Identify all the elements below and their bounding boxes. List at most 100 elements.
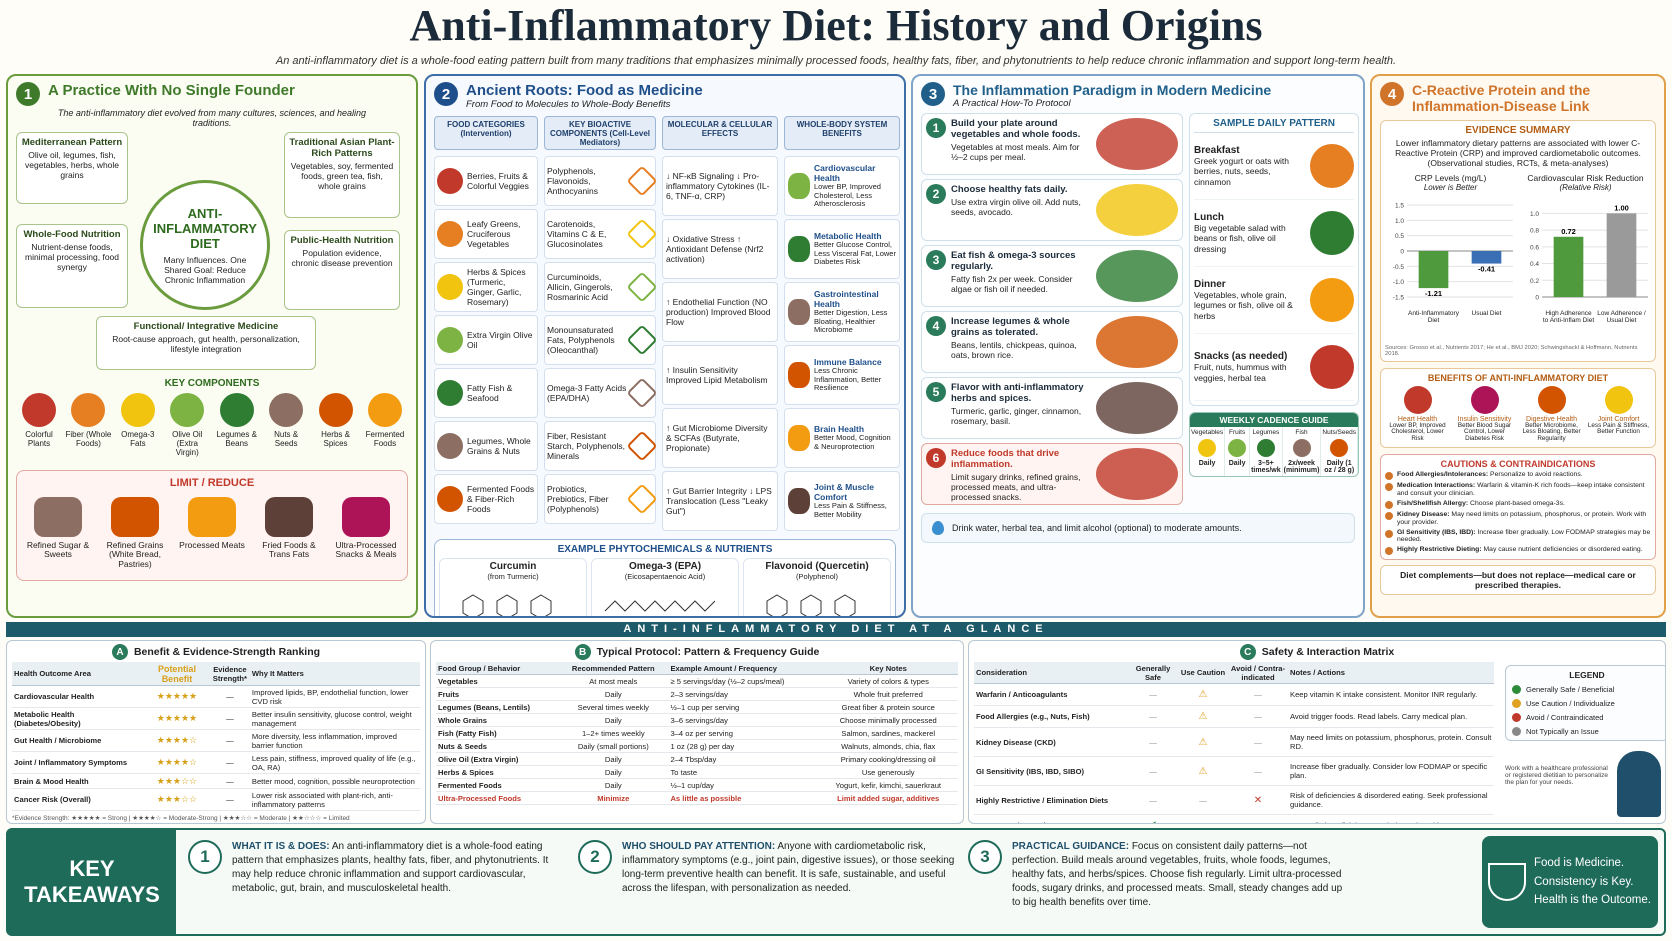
table-cell: Daily (small portions) bbox=[558, 739, 669, 753]
header-text: The Inflammation Paradigm in Modern Medi… bbox=[953, 82, 1355, 109]
column-header: Use Caution bbox=[1178, 662, 1228, 684]
table-note: Work with a healthcare professional or r… bbox=[1505, 765, 1608, 786]
column-header: Evidence Strength* bbox=[209, 662, 250, 686]
table-cell: Improved lipids, BP, endothelial functio… bbox=[249, 685, 420, 708]
component-label: Omega-3 Fats bbox=[121, 430, 155, 449]
component-row: Omega-3 Fatty Acids (EPA/DHA) bbox=[544, 368, 658, 418]
effect-label: ↑ Insulin Sensitivity Improved Lipid Met… bbox=[666, 364, 768, 385]
molecule-drawing bbox=[604, 600, 716, 612]
takeaway-desc: Anyone with cardiometabolic risk, inflam… bbox=[622, 841, 955, 894]
effect-label: ↑ Gut Microbiome Diversity & SCFAs (Buty… bbox=[666, 422, 768, 454]
molecule-ring bbox=[766, 594, 788, 616]
benefit-text: Lower BP, Improved Cholesterol, Lower Ri… bbox=[1389, 421, 1446, 443]
meal-text: Breakfast Greek yogurt or oats with berri… bbox=[1194, 145, 1306, 187]
column: Polyphenols, Flavonoids, Anthocyanins Car… bbox=[544, 156, 658, 531]
takeaways-title: KEY TAKEAWAYS bbox=[8, 830, 176, 934]
phyto-title: EXAMPLE PHYTOCHEMICALS & NUTRIENTS bbox=[557, 544, 773, 555]
food-label: Extra Virgin Olive Oil bbox=[467, 329, 533, 350]
step-number: 4 bbox=[926, 316, 946, 336]
header-row: Health Outcome Area Potential Benefit Evid… bbox=[12, 662, 420, 686]
table-cell: ½–1 cup/day bbox=[668, 778, 819, 792]
column-header: Health Outcome Area bbox=[12, 662, 144, 686]
y-tick-label: 1.0 bbox=[1395, 217, 1404, 224]
component-item: Omega-3 Fats bbox=[115, 393, 161, 458]
step: 5 Flavor with anti-inflammatory herbs and… bbox=[921, 377, 1183, 439]
caution-desc: Warfarin & vitamin-K rich foods—keep int… bbox=[1397, 482, 1645, 498]
table-row: Cancer Risk (Overall) ★★★☆☆ — Lower risk as… bbox=[12, 788, 420, 811]
benefits-items: Heart Health Lower BP, Improved Cholester… bbox=[1385, 385, 1651, 444]
table-cell: Daily bbox=[558, 713, 669, 727]
chart-subtitle: Lower is Better bbox=[1423, 182, 1478, 192]
benefit-title: Insulin Sensitivity bbox=[1457, 415, 1512, 423]
table-row: Nuts & Seeds Daily (small portions) 1 oz (… bbox=[436, 739, 958, 753]
component-icon bbox=[120, 393, 155, 427]
table-cell: Legumes (Beans, Lentils) bbox=[436, 700, 559, 714]
x-tick-label: High Adherence to Anti-Inflam Diet bbox=[1542, 309, 1595, 324]
table-cell: Fruits bbox=[436, 687, 559, 701]
benefit-item: Joint Comfort Less Pain & Stiffness, Bett… bbox=[1586, 385, 1651, 444]
table-row: GI Sensitivity (IBS, IBD, SIBO) — ⚠ — Increa… bbox=[974, 756, 1494, 786]
limit-icon bbox=[34, 496, 82, 537]
step: 3 Eat fish & omega-3 sources regularly. Fa… bbox=[921, 245, 1183, 307]
table-wrap: Food Group / Behavior Recommended Pattern… bbox=[436, 662, 958, 805]
weekly-food: Fish bbox=[1295, 429, 1308, 436]
sources: Sources: Grosso et al., Nutrients 2017; … bbox=[1385, 344, 1638, 357]
table-title: C Safety & Interaction Matrix bbox=[974, 644, 1660, 660]
table-row: Metabolic Health (Diabetes/Obesity) ★★★★★… bbox=[12, 707, 420, 730]
legend-item: Avoid / Contraindicated bbox=[1512, 713, 1662, 722]
caution-label: Food Allergies/Intolerances: bbox=[1397, 471, 1489, 479]
component-item: Fiber (Whole Foods) bbox=[65, 393, 111, 458]
effect-row: ↑ Endothelial Function (NO production) I… bbox=[662, 282, 778, 342]
evidence-box: EVIDENCE SUMMARY Lower inflammatory dieta… bbox=[1380, 120, 1656, 362]
component-label: Colorful Plants bbox=[25, 430, 53, 449]
limit-icon bbox=[188, 496, 236, 537]
effect-label: ↑ Gut Barrier Integrity ↓ LPS Translocat… bbox=[666, 485, 772, 517]
table-cell: ★★★★★ bbox=[144, 707, 210, 730]
cautions-note: Diet complements—but does not replace—me… bbox=[1380, 565, 1656, 596]
table-cell: Keep vitamin K intake consistent. Monito… bbox=[1288, 683, 1494, 706]
table-cell: ⚠ bbox=[1178, 756, 1228, 786]
food-icon bbox=[437, 274, 463, 300]
component-item: Fermented Foods bbox=[362, 393, 408, 458]
table-cell: Yogurt, kefir, kimchi, sauerkraut bbox=[818, 778, 958, 792]
table-cell: — bbox=[209, 788, 250, 811]
table-cell: Warfarin / Anticoagulants bbox=[974, 683, 1128, 706]
organ-icon bbox=[788, 173, 810, 199]
component-row: Curcuminoids, Allicin, Gingerols, Rosmar… bbox=[544, 262, 658, 312]
benefit-row: Joint & Muscle Comfort Less Pain & Stiffn… bbox=[784, 471, 900, 531]
panel-header: 4 C-Reactive Protein and the Inflammation… bbox=[1380, 82, 1656, 114]
bar bbox=[1418, 250, 1449, 288]
table-cell: — bbox=[1178, 785, 1228, 815]
effect-row: ↓ Oxidative Stress ↑ Antioxidant Defense… bbox=[662, 219, 778, 279]
meal-image bbox=[1310, 211, 1354, 255]
table-cell: — bbox=[1228, 814, 1288, 823]
caution-label: Highly Restrictive Dieting: bbox=[1397, 546, 1482, 554]
table: Food Group / Behavior Recommended Pattern… bbox=[436, 662, 958, 805]
table-row: Fish (Fatty Fish) 1–2+ times weekly 3–4 oz… bbox=[436, 726, 958, 740]
table-cell: Daily bbox=[558, 687, 669, 701]
table-cell: At most meals bbox=[558, 674, 669, 688]
caution-icon bbox=[1385, 529, 1393, 538]
limit-label: Refined Sugar & Sweets bbox=[26, 539, 90, 560]
meal: Breakfast Greek yogurt or oats with berri… bbox=[1194, 133, 1354, 200]
caution-text: Medication Interactions: Warfarin & vita… bbox=[1397, 482, 1651, 498]
table-cell: Better insulin sensitivity, glucose cont… bbox=[249, 707, 420, 730]
y-tick-label: 0.8 bbox=[1530, 227, 1539, 234]
benefits-box: BENEFITS OF ANTI-INFLAMMATORY DIET Heart … bbox=[1380, 367, 1656, 449]
effect-label: ↑ Endothelial Function (NO production) I… bbox=[666, 296, 771, 328]
table-cell: Daily bbox=[558, 752, 669, 766]
phyto-item: Omega-3 (EPA) (Eicosapentaenoic Acid) bbox=[591, 558, 739, 616]
table-cell: ★★★☆☆ bbox=[144, 788, 210, 811]
limit-item: Fried Foods & Trans Fats bbox=[254, 496, 324, 570]
caution-item: GI Sensitivity (IBS, IBD): Increase fibe… bbox=[1385, 529, 1651, 545]
column-header: Key Notes bbox=[818, 662, 958, 675]
benefit-item: Heart Health Lower BP, Improved Cholester… bbox=[1385, 385, 1450, 444]
table-row: Warfarin / Anticoagulants — ⚠ — Keep vitamin… bbox=[974, 683, 1494, 706]
y-tick-label: 1.0 bbox=[1530, 210, 1539, 217]
origin-title: Functional/ Integrative Medicine bbox=[133, 321, 279, 332]
benefits-title: BENEFITS OF ANTI-INFLAMMATORY DIET bbox=[1427, 372, 1609, 383]
step-number: 3 bbox=[926, 250, 946, 270]
meal-text: Snacks (as needed) Fruit, nuts, hummus wi… bbox=[1194, 351, 1306, 382]
component-icon bbox=[219, 393, 254, 427]
table-cell: ½–1 cup per serving bbox=[668, 700, 819, 714]
